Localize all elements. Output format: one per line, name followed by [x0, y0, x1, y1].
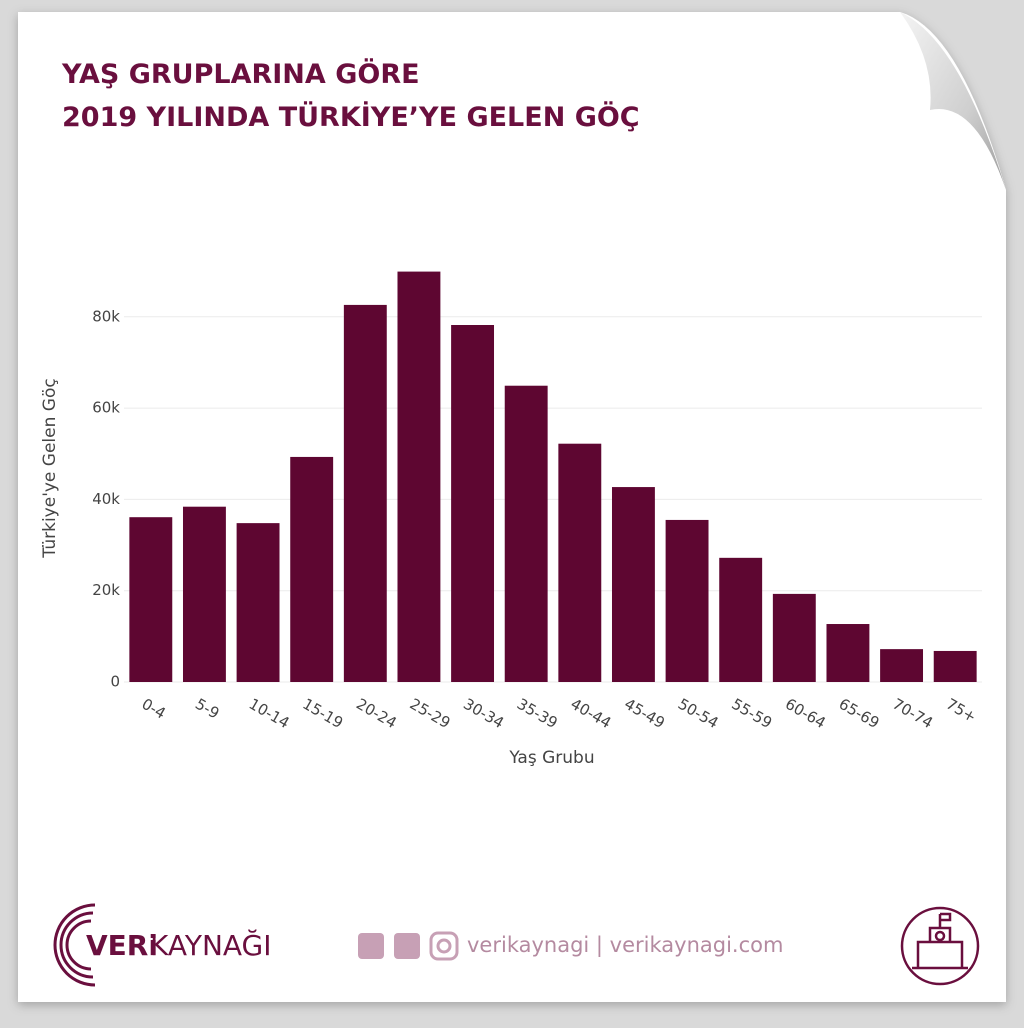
page-curl	[900, 12, 1006, 190]
bar	[290, 456, 334, 682]
bar	[129, 517, 173, 682]
chart-title: YAŞ GRUPLARINA GÖRE	[61, 57, 420, 90]
school-icon	[900, 906, 980, 986]
brand-bold: VERi	[86, 929, 158, 962]
footer-links: verikaynagi | verikaynagi.com	[467, 933, 783, 958]
y-tick-label: 0	[110, 673, 120, 691]
chart-title: 2019 YILINDA TÜRKİYE’YE GELEN GÖÇ	[62, 100, 640, 133]
bar	[397, 271, 441, 682]
bar	[772, 593, 816, 682]
bar	[826, 624, 870, 682]
bar	[182, 506, 226, 682]
y-tick-label: 60k	[92, 399, 120, 417]
bar	[880, 649, 924, 682]
bar	[343, 304, 387, 682]
bar	[558, 443, 602, 682]
bar	[665, 519, 709, 682]
y-axis-title: Türkiye'ye Gelen Göç	[40, 378, 60, 558]
logo	[53, 903, 96, 987]
bar	[236, 523, 280, 682]
x-axis-title: Yaş Grubu	[508, 748, 594, 768]
bar	[611, 487, 655, 682]
bar	[504, 385, 548, 682]
y-tick-label: 40k	[92, 490, 120, 508]
bar	[719, 557, 763, 682]
y-tick-label: 80k	[92, 307, 120, 325]
y-tick-label: 20k	[92, 581, 120, 599]
brand-light: KAYNAĞI	[150, 928, 272, 962]
bar	[933, 650, 977, 682]
social-icons	[358, 931, 459, 961]
bar	[451, 325, 495, 682]
